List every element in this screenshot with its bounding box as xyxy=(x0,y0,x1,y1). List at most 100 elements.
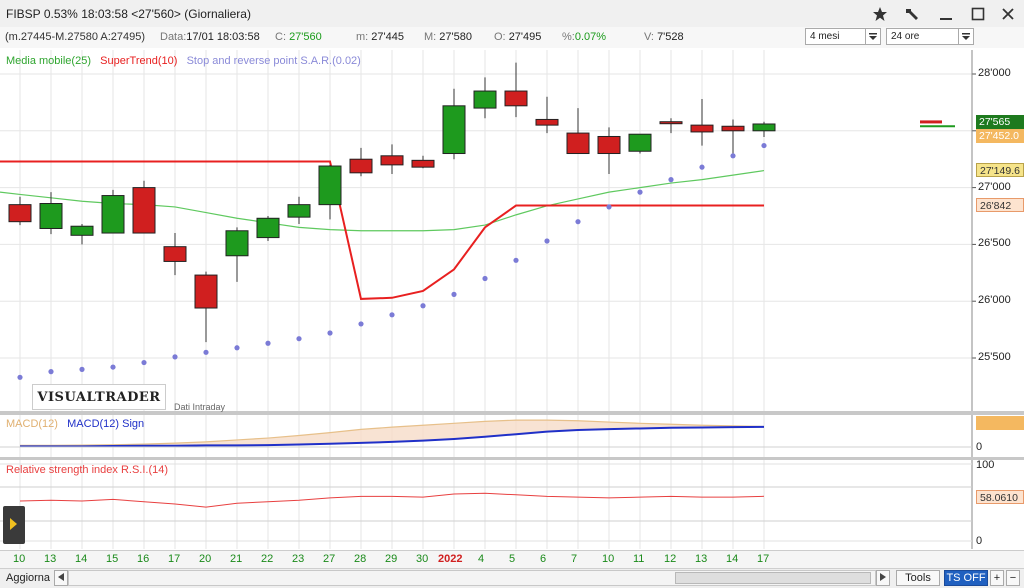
legend-macd-sign[interactable]: MACD(12) Sign xyxy=(67,418,145,430)
close-icon[interactable] xyxy=(994,2,1022,25)
sar-dot xyxy=(265,340,271,346)
panel-toggle-button[interactable] xyxy=(3,506,25,544)
legend: Media mobile(25) SuperTrend(10) Stop and… xyxy=(6,55,361,67)
date-tick-label: 17 xyxy=(757,553,770,565)
rsi-top-label: 100 xyxy=(976,459,995,471)
date-tick-label: 10 xyxy=(602,553,615,565)
price-chart[interactable] xyxy=(0,48,1024,553)
pct-label: %: xyxy=(562,31,575,43)
zoom-out-button[interactable]: − xyxy=(1006,570,1020,586)
tools-button[interactable]: Tools xyxy=(896,570,940,586)
rsi-line xyxy=(19,492,765,508)
sar-dot xyxy=(761,142,767,149)
pane-separator xyxy=(0,411,1024,415)
volume-label: V: xyxy=(644,31,654,43)
legend-rsi[interactable]: Relative strength index R.S.I.(14) xyxy=(6,464,169,476)
date-tick-label: 6 xyxy=(540,553,547,565)
date-tick-label: 27 xyxy=(323,553,336,565)
candle-down xyxy=(194,274,218,309)
minimize-icon[interactable] xyxy=(932,2,960,25)
candle-up xyxy=(628,133,652,152)
date-tick-label: 13 xyxy=(695,553,708,565)
candle-up xyxy=(287,204,311,218)
chevron-down-icon[interactable] xyxy=(865,29,880,44)
date-tick-label: 16 xyxy=(137,553,150,565)
date-tick-label: 14 xyxy=(726,553,739,565)
candle-down xyxy=(597,135,621,155)
volume-value: 7'528 xyxy=(657,31,684,43)
timeframe-select[interactable]: 24 ore xyxy=(886,28,974,45)
legend-sar[interactable]: Stop and reverse point S.A.R.(0.02) xyxy=(186,55,361,67)
sar-dot xyxy=(110,364,116,370)
data-source-label: Dati Intraday xyxy=(174,402,226,412)
candle-up xyxy=(318,165,342,206)
ts-toggle-button[interactable]: TS OFF xyxy=(944,570,988,586)
sar-dot xyxy=(606,204,612,210)
max-label: M: xyxy=(424,31,437,43)
scroll-left-button[interactable] xyxy=(54,570,68,586)
maximize-icon[interactable] xyxy=(964,2,992,25)
pct-value: 0.07% xyxy=(574,31,607,43)
date-tick-label: 30 xyxy=(416,553,429,565)
chevron-right-icon xyxy=(880,572,886,584)
candle-down xyxy=(163,246,187,262)
scroll-right-button[interactable] xyxy=(876,570,890,586)
sar-dot xyxy=(79,366,85,372)
candle-down xyxy=(411,159,435,168)
title-time: 18:03:58 xyxy=(81,7,128,21)
date-tick-label: 23 xyxy=(292,553,305,565)
supertrend-line xyxy=(0,160,764,300)
candle-down xyxy=(690,124,714,133)
date-tick-label: 20 xyxy=(199,553,212,565)
quote-info-bar: (m.27445-M.27580 A:27495) Data:17/01 18:… xyxy=(0,27,1024,49)
quote-min: m: 27'445 xyxy=(356,31,404,43)
date-tick-label: 13 xyxy=(44,553,57,565)
title-price: <27'560> xyxy=(131,7,181,21)
sar-dots xyxy=(17,142,767,380)
bid-price-box: 27'452.0 xyxy=(976,129,1024,143)
date-label: Data: xyxy=(160,31,187,43)
pane-separators xyxy=(0,411,1024,542)
candle-down xyxy=(659,121,683,125)
quote-range: (m.27445-M.27580 A:27495) xyxy=(5,31,146,43)
legend-ma[interactable]: Media mobile(25) xyxy=(6,55,91,67)
timeframe-select-value: 24 ore xyxy=(891,31,920,42)
legend-macd[interactable]: MACD(12) xyxy=(6,418,58,430)
supertrend-price-box: 26'842 xyxy=(976,198,1024,212)
sar-dot xyxy=(203,349,209,355)
close-label: C: xyxy=(275,31,286,43)
candle-down xyxy=(566,132,590,155)
horizontal-scrollbar[interactable] xyxy=(68,570,876,586)
date-tick-label: 2022 xyxy=(438,553,463,565)
quote-max: M: 27'580 xyxy=(424,31,472,43)
period-select-value: 4 mesi xyxy=(810,31,840,42)
date-tick-label: 11 xyxy=(633,553,645,565)
sar-dot xyxy=(141,359,147,366)
max-value: 27'580 xyxy=(439,31,472,43)
chevron-down-icon[interactable] xyxy=(958,29,973,44)
sar-dot xyxy=(513,257,519,263)
macd-histogram-area xyxy=(20,420,764,447)
legend-supertrend[interactable]: SuperTrend(10) xyxy=(100,55,178,67)
projection-marker xyxy=(920,120,942,124)
quote-date: Data:17/01 18:03:58 xyxy=(160,31,260,43)
zoom-in-button[interactable]: + xyxy=(990,570,1004,586)
price-tick-label: 28'000 xyxy=(978,67,1011,79)
date-tick-label: 12 xyxy=(664,553,677,565)
pane-separator xyxy=(0,457,1024,460)
scrollbar-thumb[interactable] xyxy=(675,572,871,584)
candle-up xyxy=(225,230,249,257)
sar-dot xyxy=(234,345,240,351)
rsi-legend: Relative strength index R.S.I.(14) xyxy=(6,464,168,476)
sar-dot xyxy=(17,374,23,380)
refresh-label[interactable]: Aggiorna xyxy=(6,572,51,584)
period-select[interactable]: 4 mesi xyxy=(805,28,881,45)
star-icon[interactable] xyxy=(866,2,894,25)
sar-dot xyxy=(296,336,302,342)
title-bar: FIBSP 0.53% 18:03:58 <27'560> (Giornalie… xyxy=(0,0,1024,28)
title-symbol: FIBSP xyxy=(6,7,41,21)
tools-hammer-icon[interactable] xyxy=(898,2,926,25)
close-value: 27'560 xyxy=(289,31,322,43)
quote-volume: V: 7'528 xyxy=(644,31,684,43)
date-tick-label: 14 xyxy=(75,553,88,565)
